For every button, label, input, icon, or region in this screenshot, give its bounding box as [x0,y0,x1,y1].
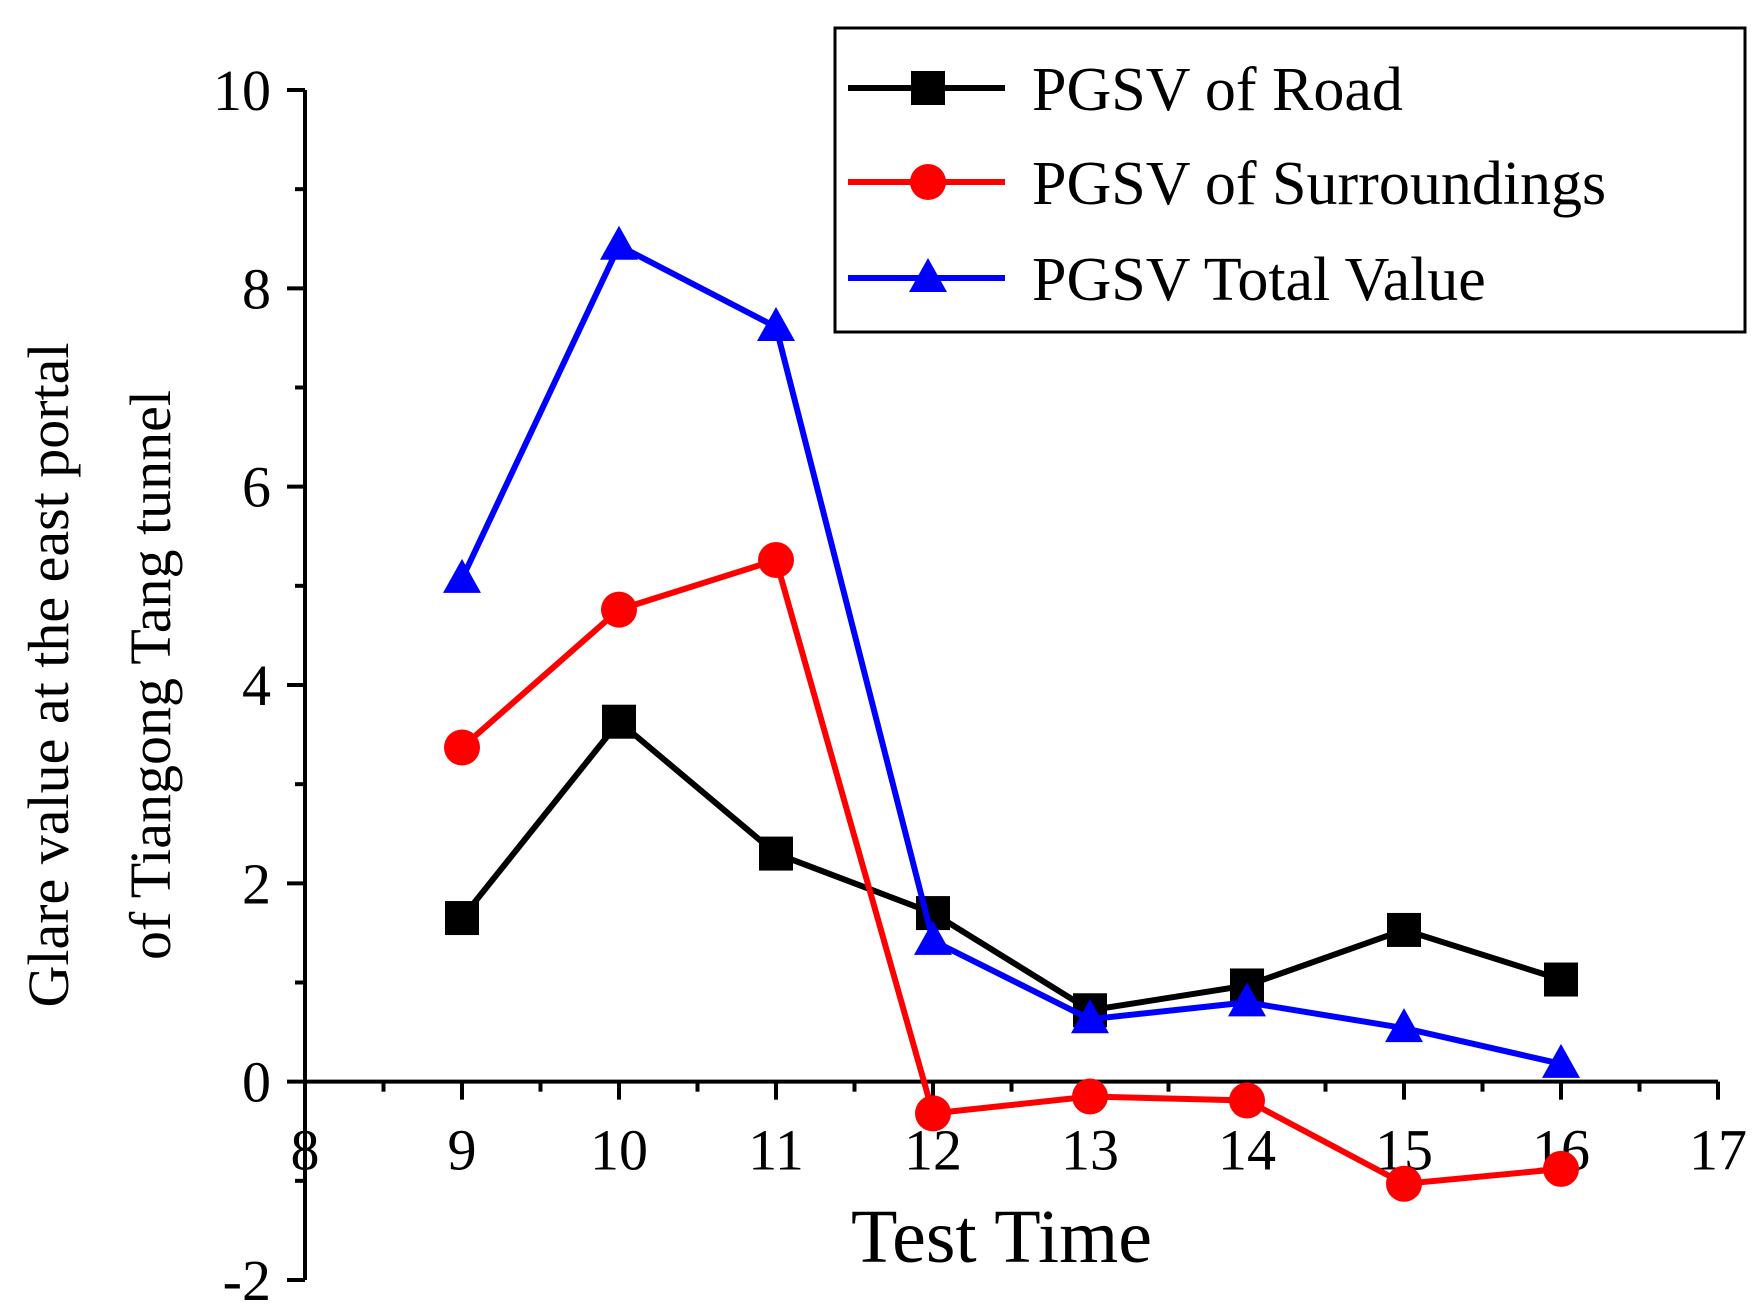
data-point [1228,982,1266,1017]
legend-label: PGSV of Road [1032,56,1403,124]
data-point [443,558,481,593]
series-line [460,556,1562,1187]
y-tick-label: 4 [242,653,271,718]
legend-label: PGSV of Surroundings [1032,150,1606,218]
data-point [759,836,793,871]
legend-entry: PGSV of Road [848,56,1403,124]
data-point [1386,1165,1422,1202]
x-tick-label: 10 [590,1118,648,1183]
series-1 [445,704,1578,1028]
data-point [1542,1043,1580,1078]
y-tick-label: 0 [242,1050,271,1115]
legend: PGSV of Road PGSV of Surroundings PGSV Tot… [833,26,1747,334]
y-axis-title-line-1: Glare value at the east portal [16,342,81,1007]
y-tick-label: 8 [242,256,271,321]
x-axis-title: Test Time [851,1195,1152,1279]
data-point [914,920,952,955]
y-axis-title-line-2: of Tiangong Tang tunnel [118,390,183,960]
series-line [459,717,1562,1014]
series-line [459,241,1562,1067]
data-point [602,704,636,739]
series-2 [444,542,1579,1202]
legend-entry: PGSV of Surroundings [848,150,1606,218]
data-point [1071,999,1109,1034]
data-point [757,307,795,342]
data-point [1385,1008,1423,1043]
data-point [1387,912,1421,947]
data-point [600,225,638,260]
legend-marker [911,71,945,105]
x-tick-label: 8 [291,1118,320,1183]
data-point [445,901,479,936]
series-layer [443,225,1580,1202]
data-point [444,729,480,766]
data-point [1543,1150,1579,1187]
data-point [758,542,794,579]
y-tick-label: 2 [242,851,271,916]
data-point [601,591,637,628]
x-tick-label: 9 [448,1118,477,1183]
x-tick-label: 11 [748,1118,804,1183]
x-tick-label: 17 [1689,1118,1747,1183]
legend-entry: PGSV Total Value [848,246,1486,314]
x-tick-label: 14 [1218,1118,1276,1183]
x-tick-label: 13 [1061,1118,1119,1183]
y-tick-label: -2 [223,1248,271,1312]
data-point [915,1095,951,1132]
series-3 [443,225,1580,1078]
y-tick-label: 6 [242,455,271,520]
data-point [1229,1082,1265,1119]
legend-label: PGSV Total Value [1032,246,1486,314]
y-tick-label: 10 [213,58,271,123]
legend-marker [910,164,946,200]
data-point [1544,962,1578,997]
legend-marker [909,258,947,292]
data-point [1072,1078,1108,1115]
